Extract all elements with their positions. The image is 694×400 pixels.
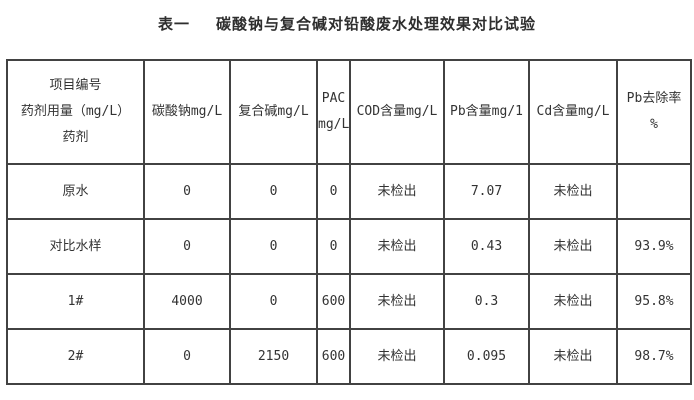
cell-removal: 98.7%	[616, 328, 692, 385]
cell-removal	[616, 163, 692, 220]
cell-na2co3: 0	[143, 328, 231, 385]
cell-pb: 0.095	[443, 328, 530, 385]
cell-pb: 0.3	[443, 273, 530, 330]
cell-cod: 未检出	[349, 218, 445, 275]
header-pb-removal-line2: %	[650, 117, 658, 132]
header-compound-alkali: 复合碱mg/L	[229, 59, 318, 165]
table-row-contrast-sample: 对比水样 0 0 0 未检出 0.43 未检出 93.9%	[6, 218, 692, 275]
header-pac: PAC mg/L	[316, 59, 351, 165]
header-sodium-carbonate: 碳酸钠mg/L	[143, 59, 231, 165]
cell-na2co3: 0	[143, 163, 231, 220]
cell-cd: 未检出	[528, 218, 618, 275]
cell-removal: 95.8%	[616, 273, 692, 330]
table-row-2: 2# 0 2150 600 未检出 0.095 未检出 98.7%	[6, 328, 692, 385]
cell-pac: 0	[316, 163, 351, 220]
cell-compound-alkali: 0	[229, 163, 318, 220]
corner-header-line3: 药剂	[62, 130, 89, 145]
cell-pb: 7.07	[443, 163, 530, 220]
header-row: 项目编号 药剂用量（mg/L） 药剂 碳酸钠mg/L 复合碱mg/L PAC m…	[6, 59, 692, 165]
row-label: 1#	[6, 273, 145, 330]
cell-compound-alkali: 0	[229, 273, 318, 330]
row-label: 原水	[6, 163, 145, 220]
cell-cod: 未检出	[349, 328, 445, 385]
cell-pac: 600	[316, 273, 351, 330]
header-pac-line1: PAC	[321, 91, 346, 106]
header-pb: Pb含量mg/1	[443, 59, 530, 165]
header-pb-removal: Pb去除率 %	[616, 59, 692, 165]
cell-compound-alkali: 0	[229, 218, 318, 275]
cell-pac: 0	[316, 218, 351, 275]
cell-removal: 93.9%	[616, 218, 692, 275]
header-cd: Cd含量mg/L	[528, 59, 618, 165]
cell-na2co3: 0	[143, 218, 231, 275]
table-title: 表一 碳酸钠与复合碱对铅酸废水处理效果对比试验	[157, 15, 537, 33]
header-pac-line2: mg/L	[318, 117, 350, 132]
corner-header-cell: 项目编号 药剂用量（mg/L） 药剂	[6, 59, 145, 165]
cell-cd: 未检出	[528, 328, 618, 385]
table-row-raw-water: 原水 0 0 0 未检出 7.07 未检出	[6, 163, 692, 220]
row-label: 2#	[6, 328, 145, 385]
header-pb-removal-line1: Pb去除率	[626, 91, 682, 106]
cell-cd: 未检出	[528, 163, 618, 220]
cell-cod: 未检出	[349, 163, 445, 220]
row-label: 对比水样	[6, 218, 145, 275]
table-row-1: 1# 4000 0 600 未检出 0.3 未检出 95.8%	[6, 273, 692, 330]
cell-cd: 未检出	[528, 273, 618, 330]
cell-na2co3: 4000	[143, 273, 231, 330]
comparison-table: 项目编号 药剂用量（mg/L） 药剂 碳酸钠mg/L 复合碱mg/L PAC m…	[6, 59, 692, 385]
corner-header-line2: 药剂用量（mg/L）	[20, 104, 131, 119]
header-cod: COD含量mg/L	[349, 59, 445, 165]
cell-compound-alkali: 2150	[229, 328, 318, 385]
corner-header-line1: 项目编号	[49, 78, 102, 93]
cell-cod: 未检出	[349, 273, 445, 330]
cell-pb: 0.43	[443, 218, 530, 275]
cell-pac: 600	[316, 328, 351, 385]
